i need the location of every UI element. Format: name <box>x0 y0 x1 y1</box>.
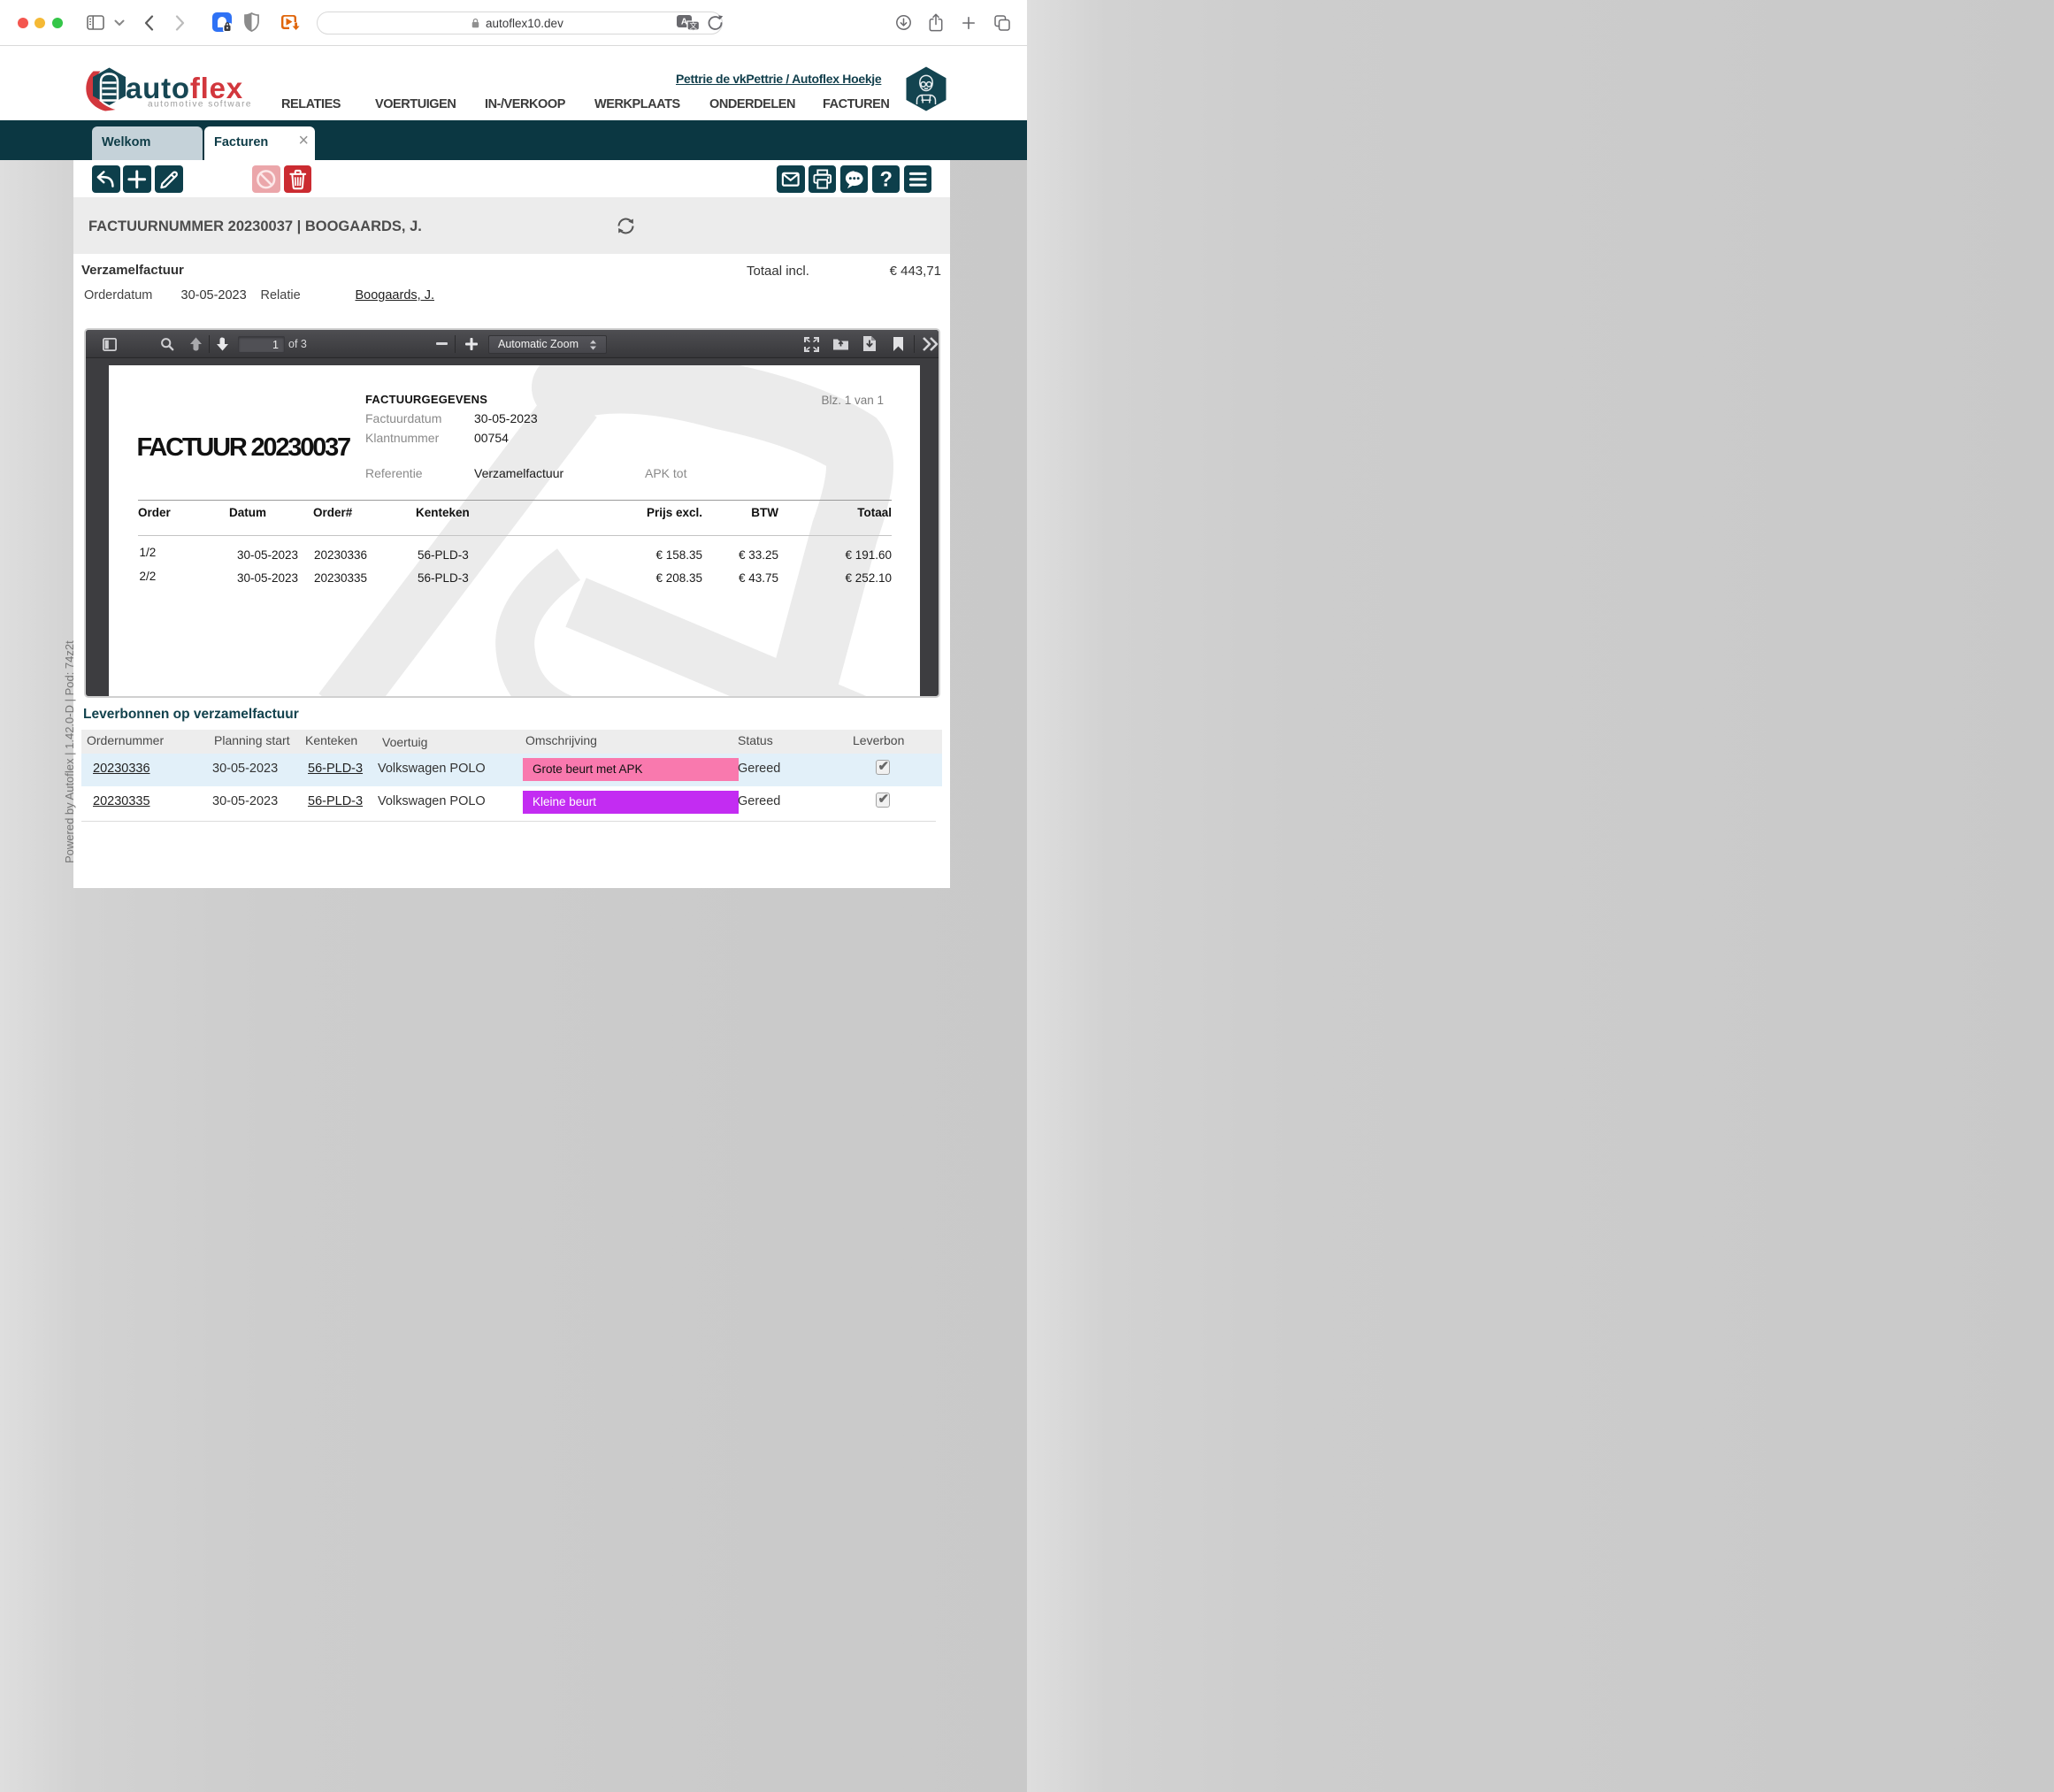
svg-text:automotive software: automotive software <box>148 100 252 110</box>
svg-text:?: ? <box>879 168 892 191</box>
svg-text:文: 文 <box>689 21 697 30</box>
svg-text:autoflex: autoflex <box>126 72 243 104</box>
svg-text:A: A <box>681 18 687 27</box>
